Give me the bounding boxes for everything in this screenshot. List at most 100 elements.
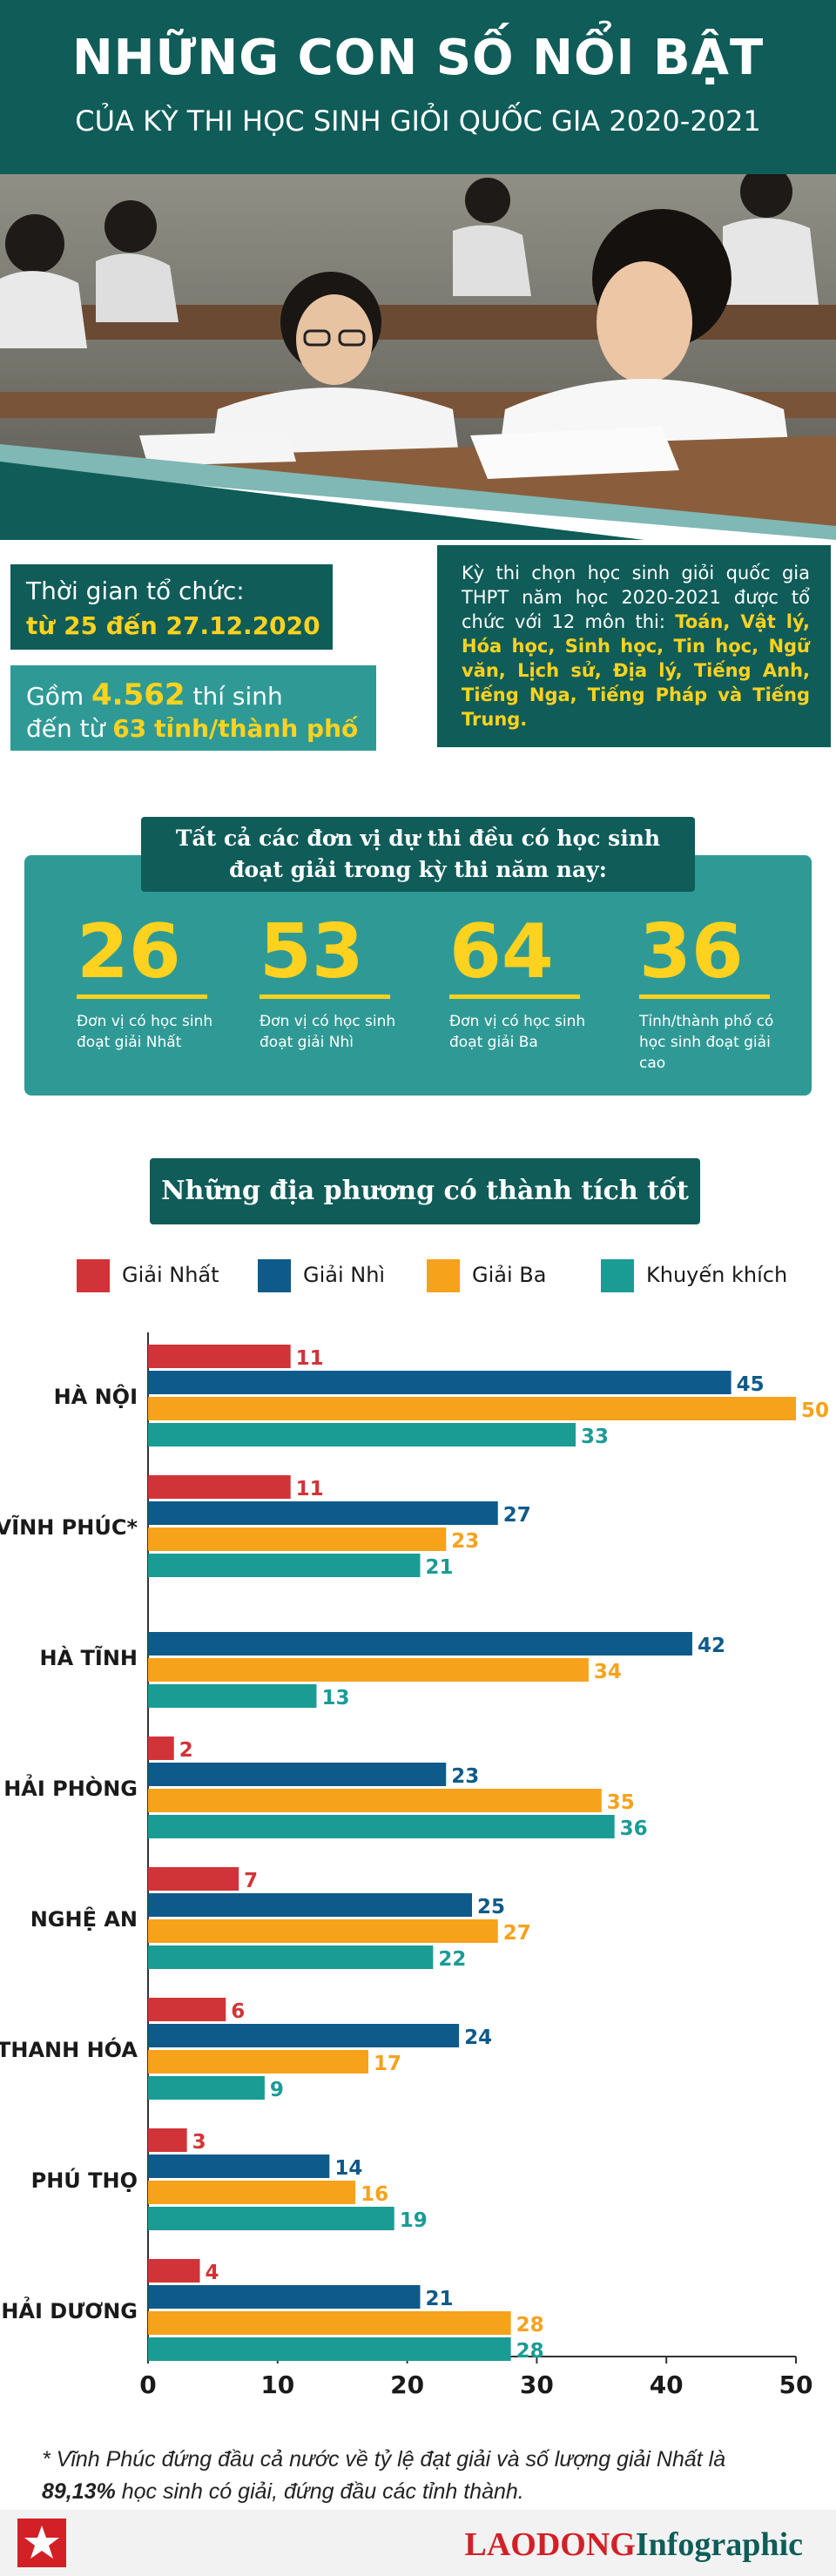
bar-value-label: 35 — [607, 1791, 635, 1814]
provinces-suffix: tỉnh/thành phố — [154, 714, 359, 743]
stat-first-prize: 26 Đơn vị có học sinh đoạt giải Nhất — [77, 913, 242, 1053]
bar — [148, 1632, 692, 1656]
bar-value-label: 2 — [179, 1739, 193, 1762]
x-tick-label: 40 — [650, 2370, 684, 2399]
chart-title: Những địa phương có thành tích tốt — [150, 1158, 700, 1224]
stat-third-prize: 64 Đơn vị có học sinh đoạt giải Ba — [449, 913, 615, 1053]
stat-underline — [449, 995, 580, 999]
category-label: HÀ TĨNH — [40, 1645, 138, 1670]
bar — [148, 1423, 576, 1446]
bar — [148, 1554, 421, 1577]
category-label: VĨNH PHÚC* — [0, 1514, 138, 1540]
bar-value-label: 27 — [503, 1922, 531, 1945]
stat-value: 64 — [449, 908, 554, 995]
bar-value-label: 28 — [516, 2340, 544, 2363]
stats-panel — [24, 855, 812, 1096]
bar-value-label: 23 — [451, 1530, 479, 1553]
bar — [148, 1527, 447, 1551]
bar-value-label: 9 — [270, 2079, 284, 2101]
stat-high-prize-provinces: 36 Tỉnh/thành phố có học sinh đoạt giải … — [639, 913, 805, 1074]
x-tick-label: 0 — [139, 2370, 156, 2399]
bar-value-label: 11 — [296, 1478, 324, 1500]
bar-value-label: 36 — [620, 1817, 648, 1840]
bar — [148, 1501, 498, 1525]
bar — [148, 2128, 187, 2152]
brand-logo: LAODONGInfographic — [465, 2525, 804, 2564]
stat-label: Đơn vị có học sinh — [260, 1013, 396, 1030]
stats-heading: Tất cả các đơn vị dự thi đều có học sinh… — [141, 817, 695, 892]
legend-label: Giải Nhì — [303, 1263, 386, 1287]
stat-label: cao — [639, 1055, 666, 1072]
bar — [148, 1945, 434, 1969]
x-tick-label: 20 — [390, 2370, 424, 2399]
bar-value-label: 14 — [334, 2157, 362, 2180]
page-subtitle: CỦA KỲ THI HỌC SINH GIỎI QUỐC GIA 2020-2… — [75, 105, 761, 138]
bar — [148, 1919, 498, 1943]
stat-second-prize: 53 Đơn vị có học sinh đoạt giải Nhì — [260, 913, 425, 1053]
legend-label: Khuyến khích — [646, 1263, 788, 1287]
provinces-prefix: đến từ — [26, 714, 105, 743]
bar — [148, 1789, 602, 1812]
bar — [148, 1371, 732, 1394]
bar — [148, 1345, 291, 1368]
bar-value-label: 22 — [438, 1948, 466, 1971]
bar — [148, 2024, 460, 2047]
stat-label: Tỉnh/thành phố có — [639, 1013, 774, 1030]
bar — [148, 1475, 291, 1499]
legend-swatch — [601, 1259, 634, 1292]
bar-value-label: 4 — [206, 2262, 219, 2284]
legend-label: Giải Nhất — [122, 1263, 219, 1287]
bar — [148, 1397, 796, 1420]
bar-value-label: 42 — [698, 1635, 725, 1657]
bar-value-label: 6 — [231, 2000, 245, 2023]
bar-value-label: 33 — [581, 1426, 609, 1448]
bar-value-label: 45 — [737, 1373, 765, 1396]
x-tick-label: 50 — [779, 2370, 813, 2399]
bar-value-label: 25 — [477, 1896, 505, 1919]
brand-main: LAODONG — [464, 2526, 636, 2563]
bar — [148, 1736, 174, 1760]
bar — [148, 2207, 394, 2230]
time-label: Thời gian tổ chức: — [26, 577, 245, 605]
category-label: HẢI DƯƠNG — [1, 2295, 138, 2323]
bar-value-label: 21 — [425, 2288, 453, 2310]
bar — [148, 1998, 226, 2021]
stat-label: học sinh đoạt giải — [639, 1034, 771, 1051]
category-label: PHÚ THỌ — [31, 2167, 138, 2193]
legend-label: Giải Ba — [472, 1263, 547, 1287]
bar-value-label: 28 — [516, 2314, 544, 2337]
bar — [148, 1684, 317, 1708]
bar-value-label: 3 — [192, 2131, 206, 2154]
students-exam-illustration — [0, 174, 836, 540]
students-exam-photo — [0, 174, 836, 540]
bar — [148, 2259, 200, 2283]
stat-label: đoạt giải Ba — [449, 1034, 538, 1051]
star-logo-icon — [17, 2519, 66, 2567]
bar — [148, 2050, 368, 2074]
exam-subjects-box: Kỳ thi chọn học sinh giỏi quốc gia THPT … — [437, 545, 831, 747]
provinces-count: 63 — [112, 714, 147, 743]
candidates-count: 4.562 — [91, 678, 185, 712]
candidates-prefix: Gồm — [26, 682, 84, 711]
stat-label: Đơn vị có học sinh — [77, 1013, 213, 1030]
bar-value-label: 16 — [361, 2183, 388, 2206]
header-banner: NHỮNG CON SỐ NỔI BẬT CỦA KỲ THI HỌC SINH… — [0, 0, 836, 174]
bar-value-label: 50 — [801, 1399, 829, 1422]
bar — [148, 1893, 472, 1917]
footnote-text2: học sinh có giải, đứng đầu các tỉnh thàn… — [121, 2479, 524, 2504]
page-title: NHỮNG CON SỐ NỔI BẬT — [71, 30, 765, 86]
legend-swatch — [258, 1259, 291, 1292]
bar-value-label: 13 — [321, 1687, 349, 1709]
stat-label: đoạt giải Nhất — [77, 1034, 182, 1051]
stat-label: Đơn vị có học sinh — [449, 1013, 586, 1030]
bar — [148, 1815, 615, 1838]
exam-subjects: Toán, Vật lý, Hóa học, Sinh học, Tin học… — [462, 611, 810, 730]
time-value: từ 25 đến 27.12.2020 — [26, 611, 320, 640]
stat-underline — [77, 995, 207, 999]
bar — [148, 2155, 330, 2178]
footer-bar: LAODONGInfographic — [0, 2510, 836, 2576]
category-label: NGHỆ AN — [30, 1905, 138, 1932]
bar — [148, 2076, 265, 2100]
stats-heading-line2: đoạt giải trong kỳ thi năm nay: — [229, 857, 607, 882]
bar-value-label: 23 — [451, 1765, 479, 1788]
